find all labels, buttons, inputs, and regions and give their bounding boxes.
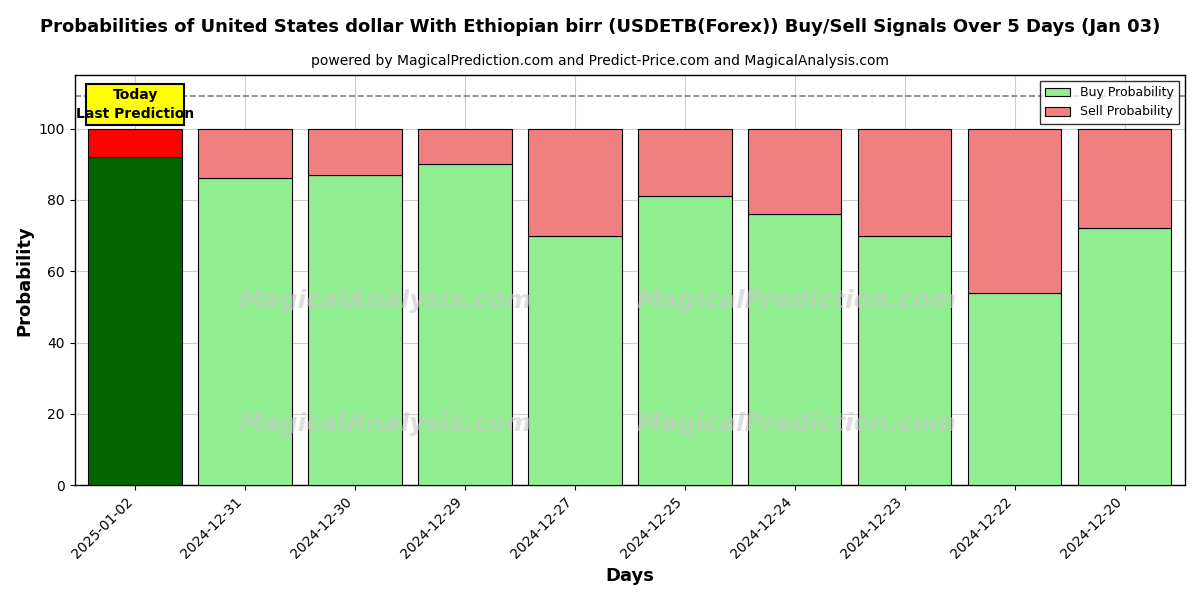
Text: powered by MagicalPrediction.com and Predict-Price.com and MagicalAnalysis.com: powered by MagicalPrediction.com and Pre… (311, 54, 889, 68)
Bar (308, 128, 402, 175)
Bar (1078, 229, 1171, 485)
Bar (748, 128, 841, 214)
Bar (198, 178, 292, 485)
Bar (419, 164, 511, 485)
X-axis label: Days: Days (605, 567, 654, 585)
Bar (89, 157, 182, 485)
Bar (308, 175, 402, 485)
Text: MagicalAnalysis.com: MagicalAnalysis.com (239, 289, 533, 313)
Bar (858, 128, 952, 236)
Bar (89, 128, 182, 157)
Text: Today
Last Prediction: Today Last Prediction (76, 88, 194, 121)
Bar (968, 293, 1061, 485)
Bar (528, 236, 622, 485)
Text: Probabilities of United States dollar With Ethiopian birr (USDETB(Forex)) Buy/Se: Probabilities of United States dollar Wi… (40, 18, 1160, 36)
Bar (198, 128, 292, 178)
Bar (858, 236, 952, 485)
Bar (419, 128, 511, 164)
Legend: Buy Probability, Sell Probability: Buy Probability, Sell Probability (1040, 81, 1178, 124)
Y-axis label: Probability: Probability (16, 225, 34, 335)
Text: MagicalAnalysis.com: MagicalAnalysis.com (239, 412, 533, 436)
Bar (748, 214, 841, 485)
Bar (638, 128, 732, 196)
Text: MagicalPrediction.com: MagicalPrediction.com (636, 412, 956, 436)
Bar (1078, 128, 1171, 229)
Text: MagicalPrediction.com: MagicalPrediction.com (636, 289, 956, 313)
Bar (638, 196, 732, 485)
FancyBboxPatch shape (86, 84, 184, 125)
Bar (968, 128, 1061, 293)
Bar (528, 128, 622, 236)
